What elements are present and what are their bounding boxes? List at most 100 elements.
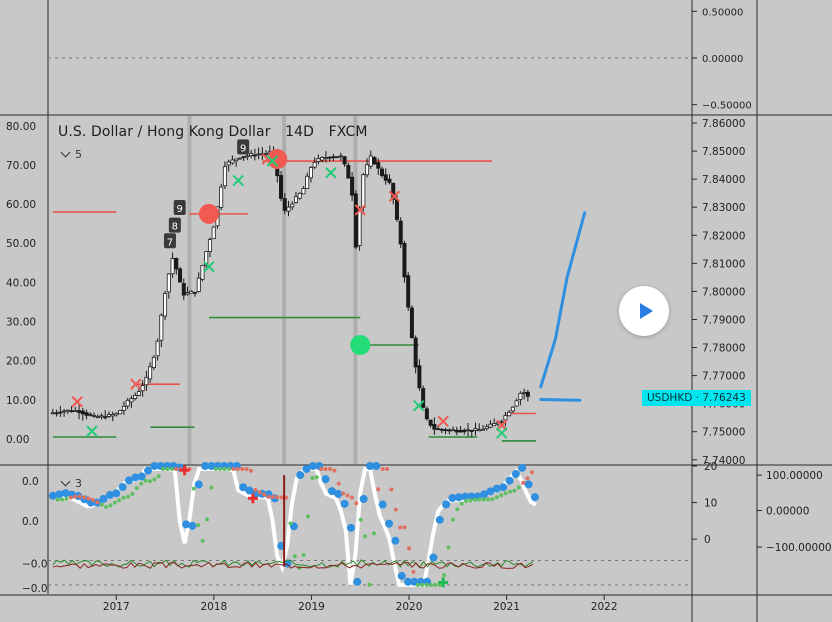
candle-body (451, 429, 456, 432)
lower-right-label: 0.00000 (766, 505, 809, 517)
play-icon (640, 303, 653, 319)
oscillator-blue-dot (378, 500, 387, 509)
oscillator-blue-dot (346, 523, 355, 532)
oscillator-signal-dot (169, 467, 174, 472)
oscillator-signal-dot (55, 497, 60, 502)
oscillator-blue-dot (359, 494, 368, 503)
oscillator-signal-dot (327, 467, 332, 472)
oscillator-signal-dot (508, 489, 513, 494)
x-axis-label: 2017 (103, 601, 130, 613)
top-axis-label: 0.00000 (702, 54, 743, 65)
candle-body (357, 207, 362, 246)
candle-body (286, 206, 291, 212)
price-tag-symbol: USDHKD (647, 392, 693, 404)
candle-body (301, 188, 306, 195)
oscillator-blue-dot (435, 515, 444, 524)
candle-body (121, 405, 126, 411)
candle-body (398, 220, 403, 245)
oscillator-signal-dot (411, 569, 416, 574)
oscillator-blue-dot (327, 487, 336, 496)
candle-body (525, 391, 530, 397)
candle-body (196, 277, 201, 292)
buy-x-marker (413, 399, 425, 412)
oscillator-blue-dot (124, 476, 133, 485)
candle-body (518, 392, 523, 400)
candle-body (297, 192, 302, 199)
oscillator-signal-dot (126, 494, 131, 499)
right-axis-label: 7.84000 (702, 174, 745, 186)
lower-indicators-toggle[interactable]: 3 (58, 476, 86, 491)
oscillator-blue-dot (492, 484, 501, 493)
signal-dot-red (199, 203, 219, 224)
oscillator-signal-dot (279, 495, 284, 500)
oscillator-blue-dot (385, 519, 394, 528)
oscillator-signal-dot (161, 467, 166, 472)
candle-body (241, 156, 246, 159)
lower-mid-label: 20 (704, 461, 717, 473)
oscillator-blue-dot (55, 490, 64, 499)
candles (50, 145, 530, 438)
candle-body (466, 429, 471, 432)
candle-body (133, 395, 138, 400)
candle-body (473, 428, 478, 431)
oscillator-signal-dot (196, 523, 201, 528)
candle-body (323, 157, 328, 160)
play-button[interactable] (619, 286, 669, 336)
oscillator-blue-dot (530, 493, 539, 502)
oscillator-signal-dot (380, 467, 385, 472)
candle-body (99, 415, 104, 418)
oscillator-signal-dot (319, 467, 324, 472)
oscillator-signal-dot (336, 481, 341, 486)
oscillator-blue-dot (61, 489, 70, 498)
candle-body (129, 398, 134, 403)
oscillator-signal-dot (244, 467, 249, 472)
x-stroke (413, 399, 425, 412)
count-badge-label: 9 (240, 143, 246, 154)
count-badge (163, 233, 176, 249)
lower-mid-label: 10 (704, 498, 717, 510)
oscillator-blue-dot (308, 462, 317, 470)
oscillator-signal-dot (371, 531, 376, 536)
oscillator-signal-dot (306, 514, 311, 519)
x-stroke (86, 425, 98, 437)
oscillator-signal-dot (275, 495, 280, 500)
oscillator-signal-dot (367, 582, 372, 587)
oscillator-signal-dot (345, 493, 350, 498)
main-indicators-toggle[interactable]: 5 (58, 147, 86, 162)
x-axis-label: 2018 (201, 601, 228, 613)
oscillator-signal-dot (450, 517, 455, 522)
oscillator-blue-dot (366, 462, 374, 470)
candle-body (428, 419, 433, 426)
x-stroke (354, 204, 366, 216)
x-stroke (261, 153, 274, 165)
left-axis-label: 0.00 (6, 434, 29, 446)
candle-body (469, 429, 474, 432)
oscillator-signal-dot (486, 497, 491, 502)
sell-x-marker (130, 378, 142, 390)
x-stroke (325, 167, 337, 179)
candle-body (421, 388, 426, 408)
oscillator-signal-dot (389, 487, 394, 492)
oscillator-signal-dot (222, 467, 227, 472)
lower-indicators-count: 3 (75, 477, 82, 490)
x-axis-label: 2019 (298, 601, 325, 613)
candle-body (174, 257, 179, 270)
x-stroke (203, 261, 215, 273)
oscillator-signal-dot (494, 495, 499, 500)
left-axis-label: 70.00 (6, 160, 36, 172)
candle-body (480, 428, 485, 431)
candle-body (163, 293, 168, 317)
buy-x-marker (203, 261, 215, 273)
candle-body (312, 162, 317, 168)
count-badge-label: 8 (172, 222, 178, 233)
oscillator-blue-dot (296, 471, 305, 480)
oscillator-signal-dot (117, 498, 122, 503)
oscillator-blue-dot (182, 520, 191, 529)
oscillator-signal-dot (147, 479, 152, 484)
candle-body (114, 412, 119, 416)
candle-body (200, 264, 205, 280)
oscillator-signal-dot (227, 467, 232, 472)
lower-mid-label: 0 (704, 534, 711, 546)
oscillator-signal-dot (503, 491, 508, 496)
